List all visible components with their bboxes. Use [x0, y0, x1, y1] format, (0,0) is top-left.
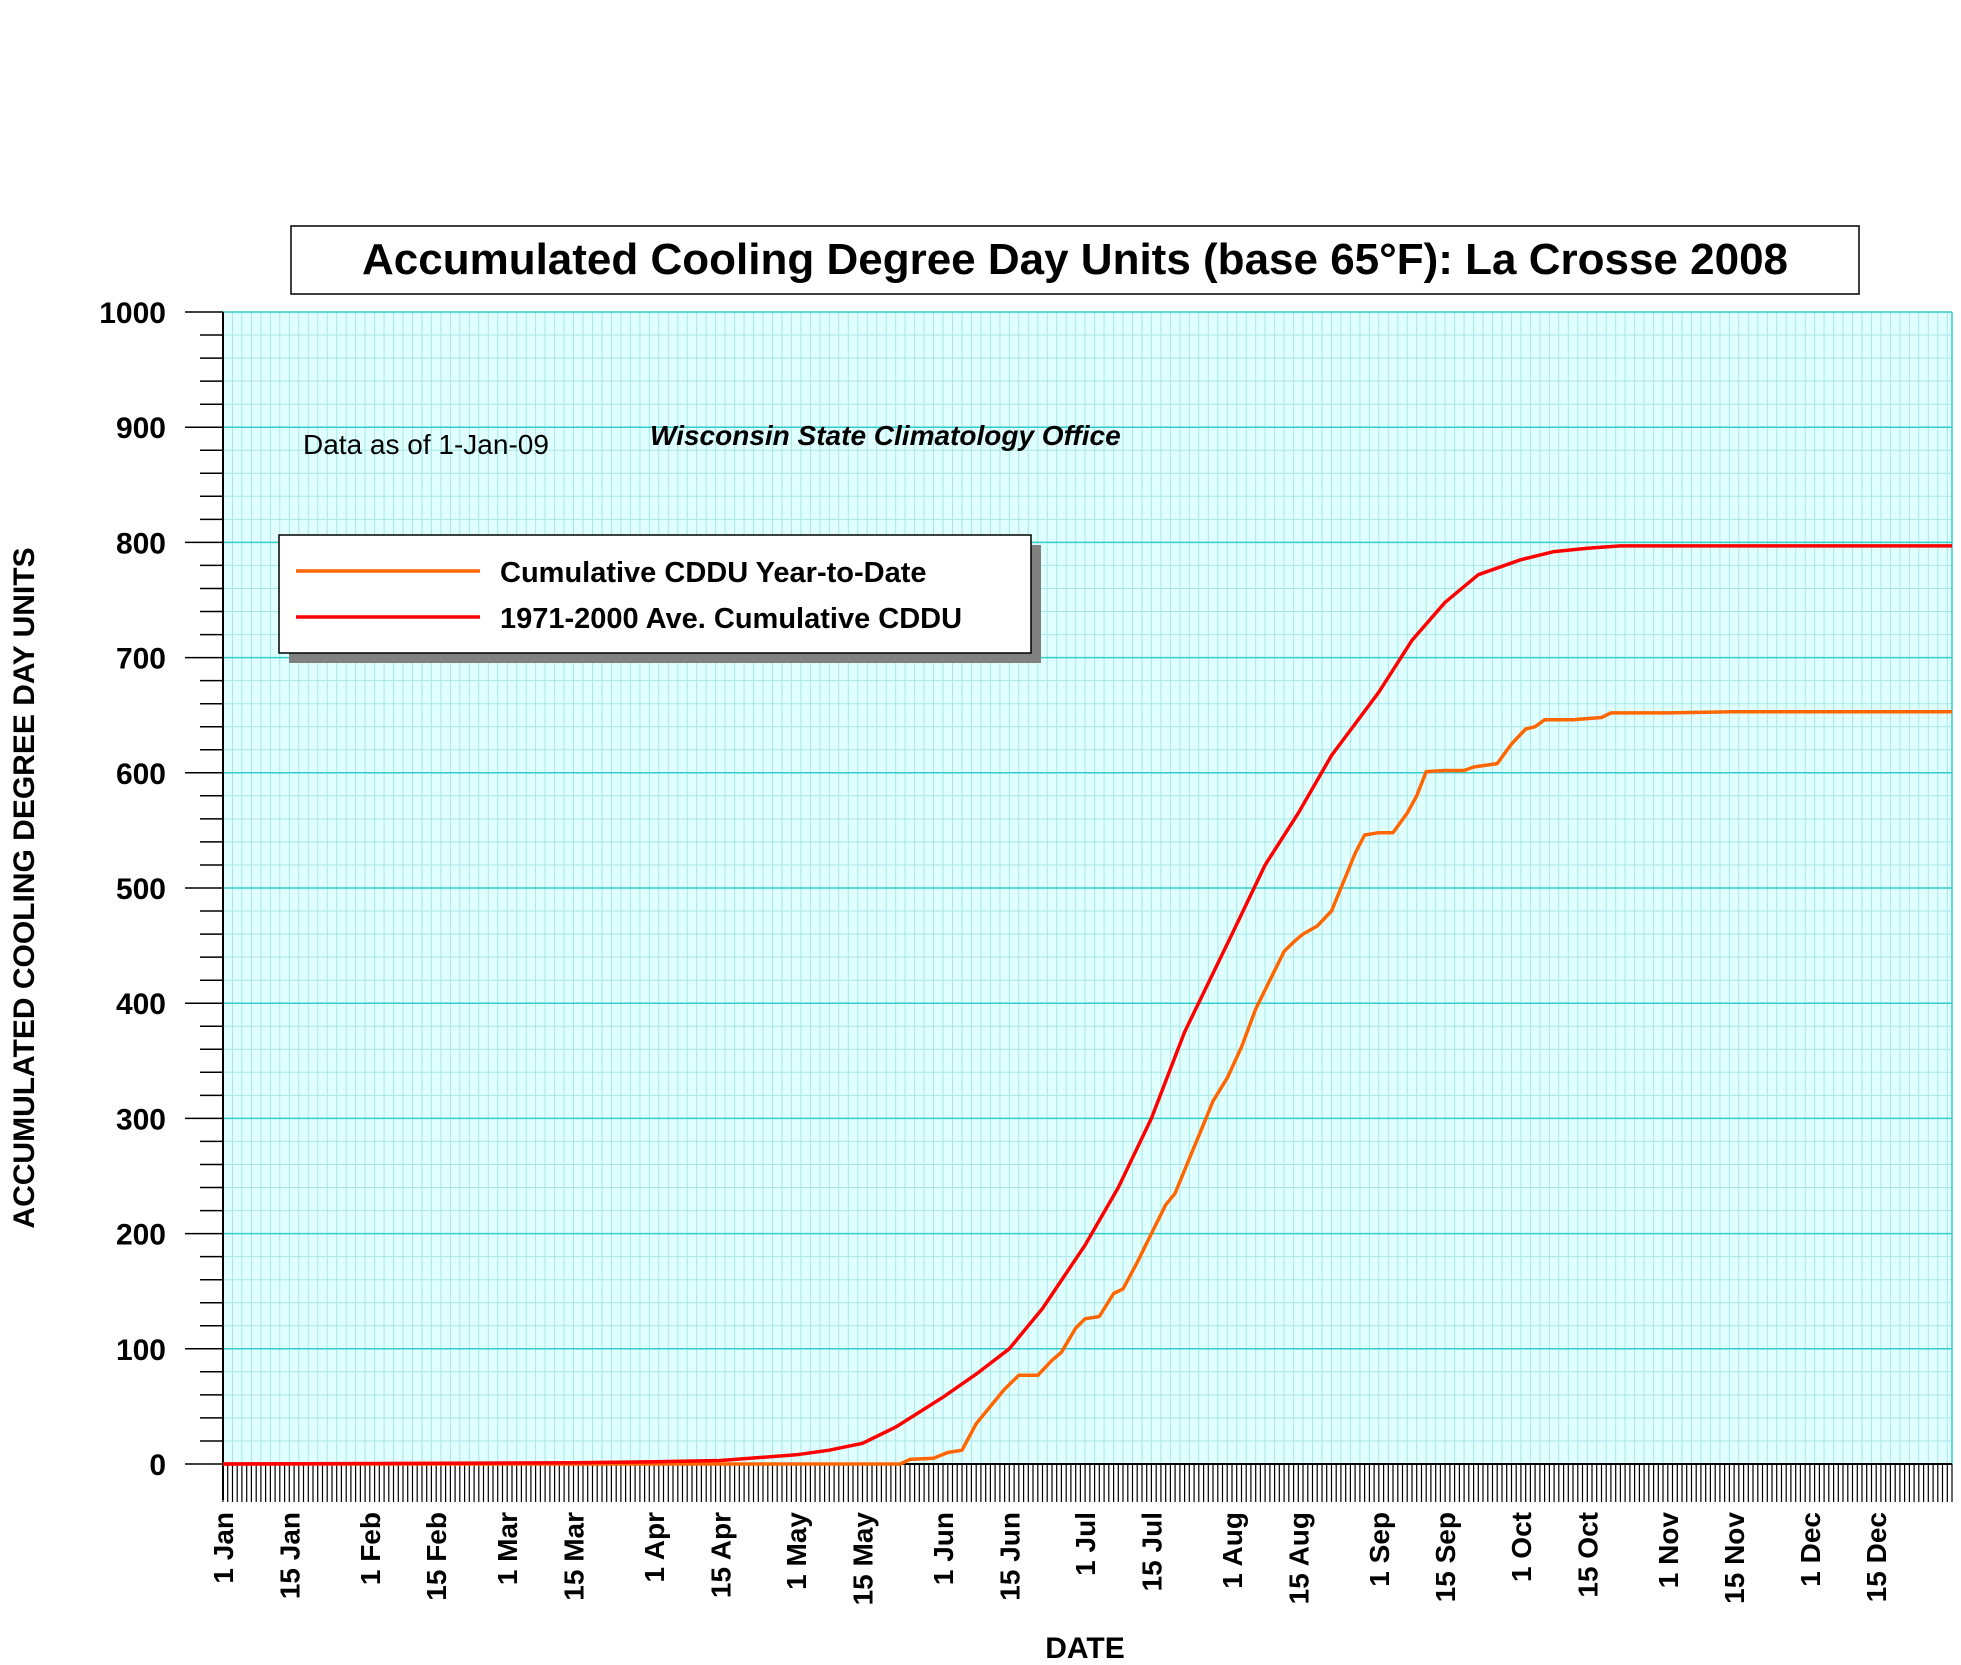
- y-axis-title: ACCUMULATED COOLING DEGREE DAY UNITS: [8, 547, 41, 1228]
- x-tick-label: 15 May: [848, 1512, 879, 1606]
- source-note: Wisconsin State Climatology Office: [650, 420, 1121, 451]
- y-tick-label: 200: [116, 1219, 166, 1252]
- x-tick-label: 15 Apr: [705, 1512, 736, 1598]
- x-tick-label: 15 Sep: [1430, 1512, 1461, 1602]
- x-tick-label: 1 Aug: [1217, 1512, 1248, 1589]
- y-tick-label: 700: [116, 643, 166, 676]
- data-date-note: Data as of 1-Jan-09: [303, 429, 549, 460]
- y-tick-label: 100: [116, 1334, 166, 1367]
- y-axis-tick-labels: 0 100 200 300 400 500 600 700 800 900 1000: [99, 297, 166, 1482]
- y-tick-label: 300: [116, 1103, 166, 1136]
- x-tick-label: 15 Oct: [1572, 1512, 1603, 1598]
- chart-title-box: [290, 225, 1860, 295]
- x-tick-label: 1 Oct: [1506, 1512, 1537, 1582]
- y-tick-label: 0: [149, 1449, 166, 1482]
- x-tick-label: 1 Dec: [1795, 1512, 1826, 1587]
- x-tick-label: 1 Feb: [355, 1512, 386, 1585]
- y-tick-label: 500: [116, 873, 166, 906]
- y-tick-label: 600: [116, 758, 166, 791]
- x-tick-label: 15 Feb: [421, 1512, 452, 1601]
- x-tick-label: 1 Jun: [928, 1512, 959, 1585]
- series-lines: [222, 544, 1952, 1466]
- y-tick-label: 900: [116, 412, 166, 445]
- x-tick-label: 1 May: [781, 1512, 812, 1590]
- series-line-ytd: [223, 709, 1952, 1466]
- x-tick-label: 1 Jan: [208, 1512, 239, 1584]
- legend: Cumulative CDDU Year-to-Date 1971-2000 A…: [278, 534, 1041, 663]
- chart-title: Accumulated Cooling Degree Day Units (ba…: [362, 235, 1788, 284]
- x-tick-label: 1 Apr: [639, 1512, 670, 1583]
- legend-label-ytd: Cumulative CDDU Year-to-Date: [500, 557, 927, 589]
- y-tick-label: 400: [116, 988, 166, 1021]
- x-tick-label: 1 Nov: [1653, 1512, 1684, 1589]
- legend-box: [278, 534, 1032, 654]
- series-line-average: [222, 544, 1952, 1466]
- x-tick-label: 15 Jul: [1136, 1512, 1167, 1591]
- x-tick-label: 15 Jan: [274, 1512, 305, 1599]
- x-tick-label: 1 Jul: [1070, 1512, 1101, 1576]
- x-tick-label: 15 Aug: [1283, 1512, 1314, 1604]
- y-tick-label: 1000: [99, 297, 166, 330]
- x-axis-tick-labels: 1 Jan 15 Jan 1 Feb 15 Feb 1 Mar 15 Mar 1 Apr 15…: [208, 1512, 1892, 1606]
- x-axis-title: DATE: [1045, 1632, 1124, 1665]
- y-axis-ticks: [185, 311, 223, 1465]
- x-tick-label: 1 Mar: [492, 1512, 523, 1585]
- x-tick-label: 15 Mar: [559, 1512, 590, 1601]
- x-tick-label: 15 Jun: [994, 1512, 1025, 1601]
- y-tick-label: 800: [116, 527, 166, 560]
- x-axis-day-ticks: [222, 1463, 1953, 1502]
- x-tick-label: 1 Sep: [1364, 1512, 1395, 1587]
- x-tick-label: 15 Dec: [1861, 1512, 1892, 1602]
- legend-label-average: 1971-2000 Ave. Cumulative CDDU: [500, 603, 962, 635]
- x-tick-label: 15 Nov: [1719, 1512, 1750, 1604]
